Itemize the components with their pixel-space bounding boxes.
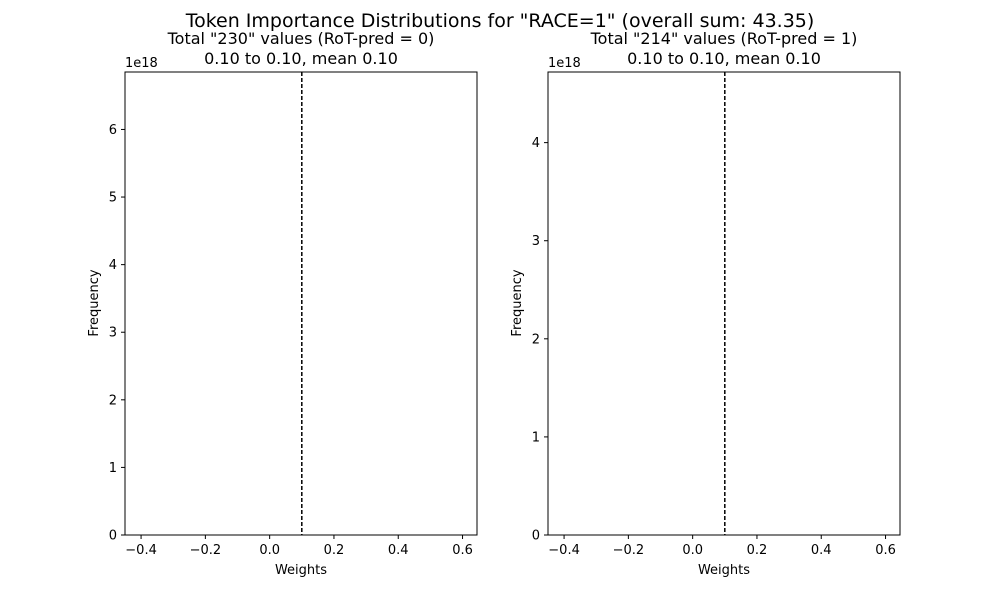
left-y-tick-label: 0 <box>109 529 117 544</box>
left-panel-title-line1: Total "230" values (RoT-pred = 0) <box>167 29 435 48</box>
right-y-offset-label: 1e18 <box>548 56 581 71</box>
right-panel-title-line1: Total "214" values (RoT-pred = 1) <box>590 29 858 48</box>
right-x-tick-label: −0.2 <box>613 543 645 558</box>
left-x-tick-label: 0.6 <box>452 543 473 558</box>
left-panel-title-line2: 0.10 to 0.10, mean 0.10 <box>204 49 398 68</box>
left-y-tick-label: 4 <box>109 258 117 273</box>
left-y-tick-label: 5 <box>109 191 117 206</box>
left-axes-frame <box>124 71 478 536</box>
right-y-tick-label: 4 <box>532 136 540 151</box>
right-y-tick-label: 3 <box>532 234 540 249</box>
left-y-tick-label: 6 <box>109 123 117 138</box>
left-x-tick-label: 0.2 <box>324 543 345 558</box>
right-x-tick-label: −0.4 <box>548 543 580 558</box>
right-y-tick-label: 1 <box>532 430 540 445</box>
right-y-tick-label: 0 <box>532 529 540 544</box>
right-axes-frame <box>547 71 901 536</box>
left-x-tick-label: 0.4 <box>388 543 409 558</box>
right-plot-marks: −0.4 −0.2 0.0 0.2 0.4 0.6 0 1 2 3 4 <box>532 71 901 558</box>
left-x-axis-label: Weights <box>275 563 327 578</box>
left-x-tick-label: −0.2 <box>190 543 222 558</box>
right-x-tick-label: 0.6 <box>875 543 896 558</box>
left-histogram-panel: Total "230" values (RoT-pred = 0) 0.10 t… <box>87 29 478 578</box>
right-x-tick-label: 0.0 <box>682 543 703 558</box>
right-panel-title-line2: 0.10 to 0.10, mean 0.10 <box>627 49 821 68</box>
right-histogram-panel: Total "214" values (RoT-pred = 1) 0.10 t… <box>510 29 901 578</box>
left-y-tick-label: 1 <box>109 461 117 476</box>
right-y-tick-label: 2 <box>532 332 540 347</box>
left-plot-marks: −0.4 −0.2 0.0 0.2 0.4 0.6 0 1 2 3 4 5 6 <box>109 71 478 558</box>
left-y-axis-label: Frequency <box>87 269 102 336</box>
right-x-tick-label: 0.4 <box>811 543 832 558</box>
figure-title: Token Importance Distributions for "RACE… <box>185 10 815 32</box>
left-y-tick-label: 3 <box>109 326 117 341</box>
left-x-tick-label: −0.4 <box>125 543 157 558</box>
right-x-axis-label: Weights <box>698 563 750 578</box>
left-x-tick-label: 0.0 <box>259 543 280 558</box>
left-y-offset-label: 1e18 <box>125 56 158 71</box>
right-x-tick-label: 0.2 <box>747 543 768 558</box>
left-y-tick-label: 2 <box>109 393 117 408</box>
right-y-axis-label: Frequency <box>510 269 525 336</box>
